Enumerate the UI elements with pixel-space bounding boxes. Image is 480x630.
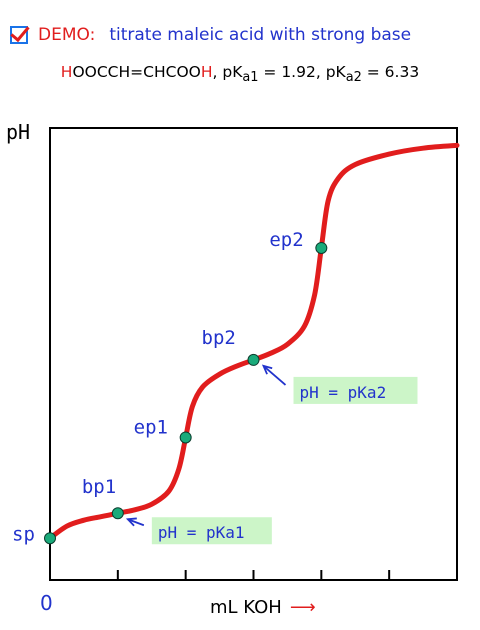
demo-description: titrate maleic acid with strong base (109, 25, 412, 45)
x-axis-label-text: mL KOH (210, 597, 282, 618)
annotation-text-bp2: pH = pKa2 (300, 383, 387, 402)
checkbox-icon[interactable] (10, 26, 28, 44)
formula-acidic-h-first: H (60, 63, 73, 81)
formula-line: HOOCCH=CHCOOH, pKa1 = 1.92, pKa2 = 6.33 (0, 63, 480, 85)
demo-label: DEMO: (38, 25, 96, 45)
annotation-text-bp1: pH = pKa1 (158, 523, 245, 542)
arrow-right-icon: ⟶ (289, 597, 316, 618)
annotation-box-bp2 (293, 376, 418, 404)
point-label-bp2: bp2 (202, 327, 236, 349)
pka2-prefix: pK (320, 63, 346, 81)
y-axis-label: pH (6, 120, 31, 144)
formula-backbone: OOCCH=CHCOO (72, 63, 201, 81)
point-label-ep2: ep2 (269, 229, 303, 251)
point-bp1 (111, 507, 124, 520)
formula-acidic-h-last: H (200, 63, 213, 81)
pka2-subscript: a2 (345, 70, 362, 86)
point-ep1 (179, 431, 192, 444)
pka1-prefix: , pK (212, 63, 243, 81)
point-sp (44, 532, 56, 545)
point-bp2 (247, 353, 260, 366)
annotation-arrow-bp1 (127, 518, 145, 527)
pka1-value: = 1.92, (258, 63, 321, 81)
curve-points (44, 241, 328, 545)
annotation-box-bp1 (151, 517, 272, 545)
point-label-sp: sp (12, 523, 35, 545)
point-labels: sp bp1 ep1 bp2 ep2 (12, 229, 304, 545)
annotation-arrowhead-bp1 (125, 517, 137, 527)
pka2-value: = 6.33 (361, 63, 420, 81)
annotations: pH = pKa1 pH = pKa2 (125, 364, 418, 545)
point-ep2 (315, 241, 328, 254)
pka1-subscript: a1 (242, 70, 259, 86)
x-axis-label: mL KOH ⟶ (210, 597, 316, 618)
annotation-arrow-bp2 (262, 365, 287, 386)
x-origin-label: 0 (40, 591, 53, 615)
annotation-arrowhead-bp2 (261, 364, 273, 375)
x-axis-ticks (116, 570, 391, 580)
point-label-bp1: bp1 (82, 476, 116, 498)
demo-header: DEMO: titrate maleic acid with strong ba… (10, 22, 411, 48)
point-label-ep1: ep1 (134, 416, 168, 438)
